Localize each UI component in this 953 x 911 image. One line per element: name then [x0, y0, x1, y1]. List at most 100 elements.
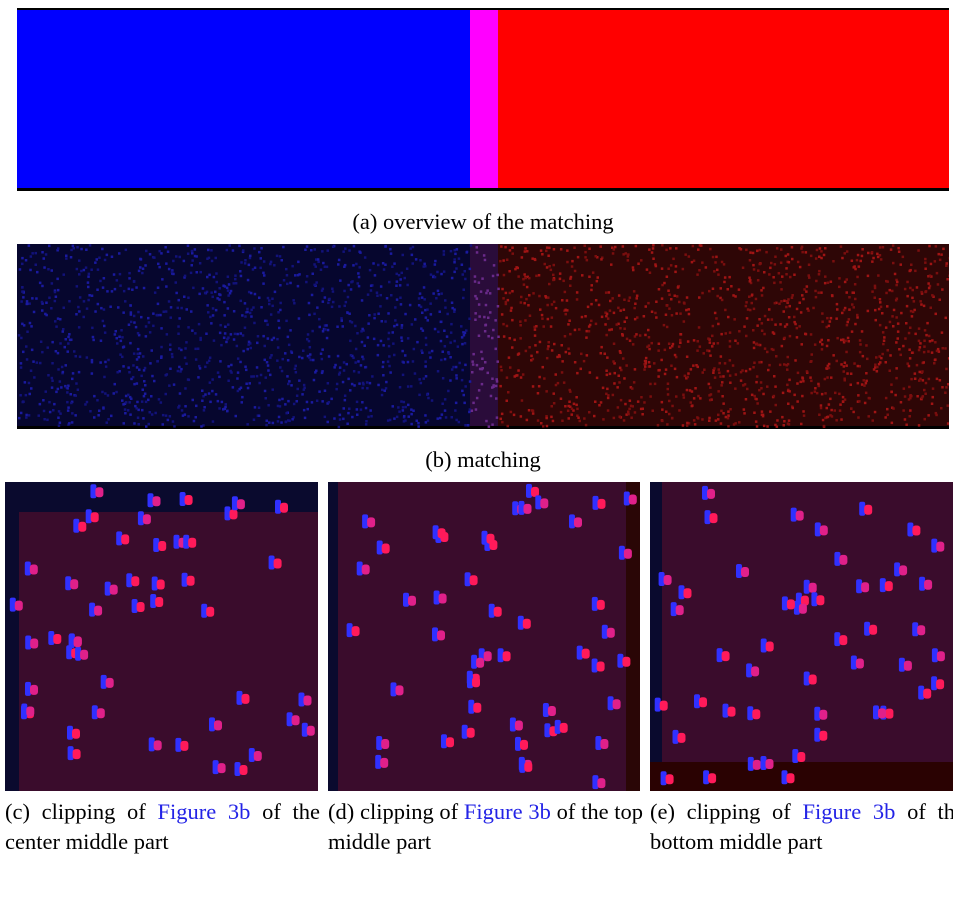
texture-dot	[225, 248, 229, 252]
texture-dot	[786, 389, 790, 393]
texture-dot	[295, 394, 299, 397]
texture-dot	[554, 383, 558, 387]
texture-dot	[190, 249, 194, 253]
texture-dot	[331, 287, 334, 290]
texture-dot	[214, 290, 217, 294]
texture-dot	[306, 407, 309, 411]
texture-dot	[388, 280, 391, 284]
texture-dot	[677, 345, 681, 348]
texture-dot	[700, 244, 703, 247]
texture-dot	[533, 325, 536, 329]
texture-dot	[858, 350, 862, 354]
texture-dot	[394, 319, 397, 322]
figure-link[interactable]: Figure 3b	[157, 799, 251, 824]
texture-dot	[116, 531, 123, 546]
texture-dot	[644, 305, 647, 308]
texture-dot	[88, 294, 91, 297]
texture-dot	[427, 396, 430, 400]
texture-dot	[400, 326, 403, 329]
texture-dot	[826, 316, 829, 320]
texture-dot	[724, 332, 727, 335]
texture-dot	[103, 258, 107, 262]
texture-dot	[156, 360, 159, 363]
texture-dot	[531, 409, 535, 413]
texture-dot	[91, 335, 95, 339]
texture-dot	[642, 315, 646, 318]
texture-dot	[19, 411, 23, 415]
texture-dot	[263, 344, 266, 348]
texture-dot	[223, 314, 226, 317]
texture-dot	[822, 253, 826, 257]
texture-dot	[369, 409, 372, 412]
texture-dot	[271, 388, 274, 391]
texture-dot	[696, 340, 699, 343]
figure-link[interactable]: Figure 3b	[802, 799, 896, 824]
texture-dot	[348, 320, 352, 323]
texture-dot	[638, 334, 642, 337]
texture-dot	[287, 399, 290, 403]
texture-dot	[595, 376, 599, 380]
texture-dot	[899, 401, 903, 404]
texture-dot	[933, 362, 936, 365]
texture-dot	[692, 364, 695, 367]
texture-dot	[666, 423, 669, 426]
figure-link[interactable]: Figure 3b	[463, 799, 551, 824]
texture-dot	[48, 296, 51, 299]
texture-dot	[47, 268, 50, 271]
texture-dot	[904, 337, 907, 340]
texture-dot	[203, 406, 206, 409]
texture-dot	[788, 378, 791, 382]
texture-dot	[120, 329, 123, 332]
texture-dot	[944, 347, 947, 350]
texture-dot	[429, 356, 432, 359]
texture-dot	[136, 332, 140, 335]
texture-dot	[913, 372, 917, 375]
texture-dot	[755, 397, 758, 401]
texture-dot	[468, 380, 472, 383]
texture-dot	[308, 346, 312, 349]
texture-dot	[449, 379, 452, 382]
texture-dot	[903, 395, 907, 398]
texture-dot	[210, 322, 213, 325]
texture-dot	[663, 281, 666, 285]
texture-dot	[667, 267, 670, 270]
texture-dot	[429, 273, 433, 276]
texture-dot	[758, 262, 761, 266]
texture-dot	[121, 534, 130, 545]
texture-dot	[192, 286, 195, 290]
texture-dot	[129, 313, 133, 316]
texture-dot	[42, 409, 46, 413]
texture-dot	[646, 345, 649, 349]
texture-dot	[440, 292, 443, 295]
texture-dot	[701, 371, 704, 374]
texture-dot	[628, 407, 631, 411]
texture-dot	[569, 277, 572, 280]
texture-dot	[297, 317, 301, 320]
texture-dot	[619, 398, 623, 402]
texture-dot	[809, 333, 813, 336]
texture-dot	[132, 364, 135, 367]
texture-dot	[157, 398, 161, 401]
texture-dot	[717, 413, 720, 417]
texture-dot	[472, 677, 480, 688]
texture-dot	[429, 313, 433, 316]
texture-dot	[388, 355, 391, 358]
texture-dot	[496, 273, 499, 277]
texture-dot	[915, 286, 919, 289]
texture-dot	[422, 286, 426, 289]
texture-dot	[350, 321, 354, 324]
texture-dot	[753, 394, 756, 398]
texture-dot	[891, 406, 894, 409]
texture-dot	[487, 316, 490, 319]
texture-dot	[809, 360, 812, 363]
texture-dot	[247, 343, 250, 346]
texture-dot	[462, 331, 465, 334]
texture-dot	[436, 417, 439, 420]
texture-dot	[50, 307, 53, 310]
texture-dot	[899, 565, 908, 576]
texture-dot	[879, 361, 882, 364]
texture-dot	[286, 282, 289, 286]
texture-dot	[608, 372, 612, 376]
texture-dot	[319, 352, 323, 355]
texture-dot	[415, 419, 418, 422]
